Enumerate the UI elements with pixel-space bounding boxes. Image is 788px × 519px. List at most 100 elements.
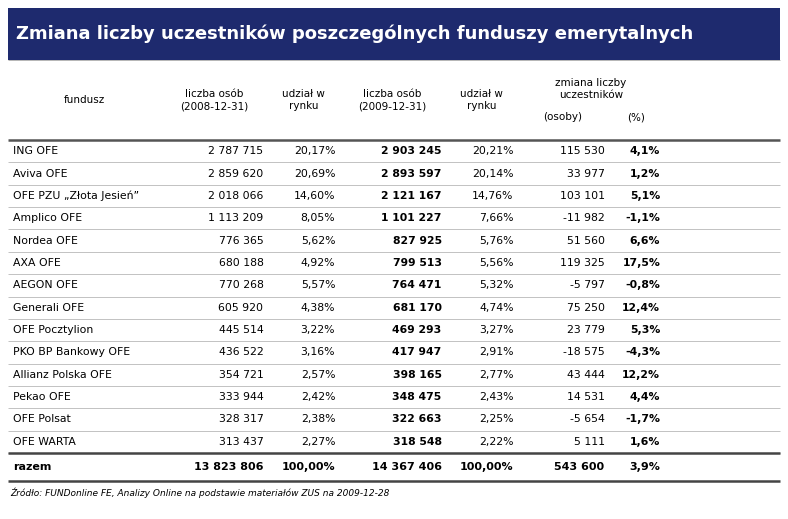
Text: 5,32%: 5,32% (479, 280, 514, 290)
Text: 2,77%: 2,77% (479, 370, 514, 380)
Text: 20,21%: 20,21% (472, 146, 514, 156)
Text: 13 823 806: 13 823 806 (194, 462, 263, 472)
Text: Amplico OFE: Amplico OFE (13, 213, 82, 223)
Text: 3,9%: 3,9% (630, 462, 660, 472)
Text: 8,05%: 8,05% (300, 213, 335, 223)
Text: udział w
rynku: udział w rynku (282, 89, 325, 111)
Text: 115 530: 115 530 (559, 146, 604, 156)
Text: -1,1%: -1,1% (626, 213, 660, 223)
Text: 5,76%: 5,76% (479, 236, 514, 245)
Text: 2,22%: 2,22% (479, 437, 514, 447)
Text: 348 475: 348 475 (392, 392, 442, 402)
Text: 5,3%: 5,3% (630, 325, 660, 335)
Bar (8, 8, 780, 60)
Text: 12,4%: 12,4% (623, 303, 660, 312)
Text: 17,5%: 17,5% (623, 258, 660, 268)
Text: -5 654: -5 654 (570, 415, 604, 425)
Text: zmiana liczby
uczestników: zmiana liczby uczestników (556, 78, 626, 100)
Text: 417 947: 417 947 (392, 347, 442, 358)
Text: 2 893 597: 2 893 597 (381, 169, 442, 179)
Text: 543 600: 543 600 (555, 462, 604, 472)
Text: 119 325: 119 325 (559, 258, 604, 268)
Text: Allianz Polska OFE: Allianz Polska OFE (13, 370, 112, 380)
Text: 333 944: 333 944 (218, 392, 263, 402)
Text: 2,43%: 2,43% (479, 392, 514, 402)
Text: 75 250: 75 250 (567, 303, 604, 312)
Text: 605 920: 605 920 (218, 303, 263, 312)
Text: ING OFE: ING OFE (13, 146, 58, 156)
Text: 1 101 227: 1 101 227 (381, 213, 442, 223)
Text: 2,42%: 2,42% (301, 392, 335, 402)
Text: liczba osób
(2008-12-31): liczba osób (2008-12-31) (180, 89, 248, 111)
Text: 20,17%: 20,17% (294, 146, 335, 156)
Text: -11 982: -11 982 (563, 213, 604, 223)
Text: OFE PZU „Złota Jesień”: OFE PZU „Złota Jesień” (13, 190, 139, 201)
Text: 4,1%: 4,1% (630, 146, 660, 156)
Text: 2,91%: 2,91% (479, 347, 514, 358)
Text: 14,60%: 14,60% (294, 191, 335, 201)
Text: 14 367 406: 14 367 406 (372, 462, 442, 472)
Text: 2 859 620: 2 859 620 (208, 169, 263, 179)
Text: 2 121 167: 2 121 167 (381, 191, 442, 201)
Text: 827 925: 827 925 (392, 236, 442, 245)
Text: 20,69%: 20,69% (294, 169, 335, 179)
Text: 3,16%: 3,16% (301, 347, 335, 358)
Text: 313 437: 313 437 (218, 437, 263, 447)
Text: 1,6%: 1,6% (630, 437, 660, 447)
Text: liczba osób
(2009-12-31): liczba osób (2009-12-31) (359, 89, 426, 111)
Text: 3,22%: 3,22% (301, 325, 335, 335)
Text: 5,56%: 5,56% (479, 258, 514, 268)
Text: Generali OFE: Generali OFE (13, 303, 84, 312)
Text: 2,27%: 2,27% (301, 437, 335, 447)
Text: Pekao OFE: Pekao OFE (13, 392, 71, 402)
Text: 2,25%: 2,25% (479, 415, 514, 425)
Text: 5,57%: 5,57% (301, 280, 335, 290)
Text: fundusz: fundusz (64, 95, 105, 105)
Text: 20,14%: 20,14% (472, 169, 514, 179)
Text: AXA OFE: AXA OFE (13, 258, 61, 268)
Text: (osoby): (osoby) (544, 112, 582, 122)
Text: 469 293: 469 293 (392, 325, 442, 335)
Text: 1 113 209: 1 113 209 (208, 213, 263, 223)
Text: Źródło: FUNDonline FE, Analizy Online na podstawie materiałów ZUS na 2009-12-28: Źródło: FUNDonline FE, Analizy Online na… (10, 487, 389, 498)
Text: Nordea OFE: Nordea OFE (13, 236, 78, 245)
Text: 2 903 245: 2 903 245 (381, 146, 442, 156)
Text: 43 444: 43 444 (567, 370, 604, 380)
Text: 1,2%: 1,2% (630, 169, 660, 179)
Text: 799 513: 799 513 (392, 258, 442, 268)
Text: razem: razem (13, 462, 51, 472)
Text: 100,00%: 100,00% (460, 462, 514, 472)
Text: 51 560: 51 560 (567, 236, 604, 245)
Text: OFE Polsat: OFE Polsat (13, 415, 71, 425)
Text: 2 018 066: 2 018 066 (208, 191, 263, 201)
Text: 4,4%: 4,4% (630, 392, 660, 402)
Text: 4,38%: 4,38% (301, 303, 335, 312)
Text: 14 531: 14 531 (567, 392, 604, 402)
Text: 5,1%: 5,1% (630, 191, 660, 201)
Text: 328 317: 328 317 (218, 415, 263, 425)
Text: -4,3%: -4,3% (625, 347, 660, 358)
Text: OFE WARTA: OFE WARTA (13, 437, 76, 447)
Text: Aviva OFE: Aviva OFE (13, 169, 68, 179)
Text: AEGON OFE: AEGON OFE (13, 280, 78, 290)
Text: 770 268: 770 268 (218, 280, 263, 290)
Text: -5 797: -5 797 (570, 280, 604, 290)
Text: 14,76%: 14,76% (472, 191, 514, 201)
Text: 436 522: 436 522 (218, 347, 263, 358)
Text: 100,00%: 100,00% (281, 462, 335, 472)
Text: 2,57%: 2,57% (301, 370, 335, 380)
Text: 680 188: 680 188 (218, 258, 263, 268)
Text: PKO BP Bankowy OFE: PKO BP Bankowy OFE (13, 347, 130, 358)
Text: 354 721: 354 721 (218, 370, 263, 380)
Text: 2,38%: 2,38% (301, 415, 335, 425)
Text: 6,6%: 6,6% (630, 236, 660, 245)
Text: 23 779: 23 779 (567, 325, 604, 335)
Text: OFE Pocztylion: OFE Pocztylion (13, 325, 93, 335)
Text: 5,62%: 5,62% (301, 236, 335, 245)
Text: 4,74%: 4,74% (479, 303, 514, 312)
Text: 776 365: 776 365 (218, 236, 263, 245)
Text: 7,66%: 7,66% (479, 213, 514, 223)
Text: 398 165: 398 165 (392, 370, 442, 380)
Text: udział w
rynku: udział w rynku (460, 89, 503, 111)
Text: 4,92%: 4,92% (301, 258, 335, 268)
